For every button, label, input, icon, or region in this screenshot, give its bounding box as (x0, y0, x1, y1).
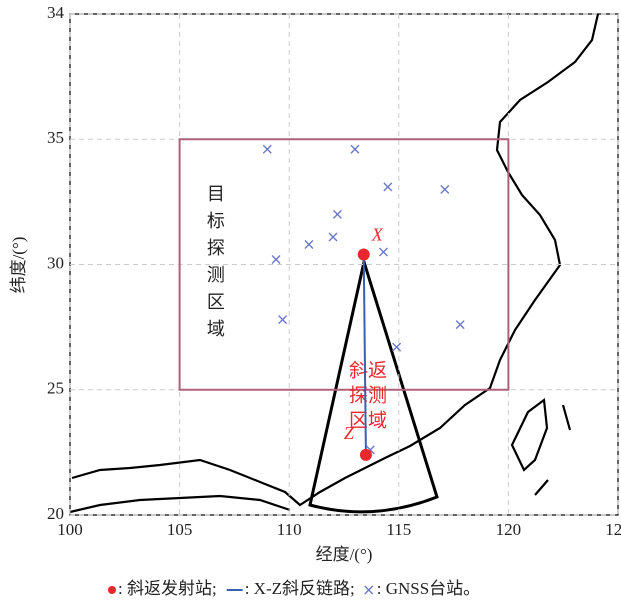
y-tick-label: 30 (47, 253, 64, 272)
gnss-station (392, 342, 402, 352)
sector-label: 斜返 (349, 359, 387, 381)
gnss-station (271, 254, 281, 264)
x-tick-label: 100 (57, 520, 83, 539)
y-tick-label: 34 (47, 3, 65, 22)
x-tick-label: 125 (605, 520, 621, 539)
station (359, 448, 372, 461)
gnss-station (350, 144, 360, 154)
gnss-station (328, 232, 338, 242)
target-region (178, 138, 510, 391)
x-axis-label: 经度/(°) (316, 545, 373, 564)
link-line (362, 254, 367, 455)
legend-label: : GNSS台站。 (377, 579, 480, 598)
station (357, 248, 370, 261)
x-tick-label: 120 (496, 520, 522, 539)
station-label: X (371, 225, 384, 245)
station-label: Z (344, 423, 355, 443)
legend-label: : 斜返发射站; (118, 579, 217, 598)
coastline (69, 13, 600, 514)
y-axis-label: 纬度/(°) (9, 237, 28, 294)
y-tick-label: 25 (47, 379, 64, 398)
gnss-station (262, 144, 272, 154)
target-region-label: 目标探测区域 (205, 184, 225, 346)
gnss-station (378, 247, 388, 257)
y-tick-label: 35 (47, 128, 64, 147)
x-tick-label: 105 (167, 520, 193, 539)
y-tick-label: 20 (47, 504, 64, 523)
gnss-station (304, 239, 314, 249)
gnss-station (332, 209, 342, 219)
gnss-station (383, 182, 393, 192)
x-tick-label: 110 (277, 520, 302, 539)
sector (308, 256, 439, 514)
gnss-station (455, 320, 465, 330)
legend-marker (108, 586, 116, 594)
gnss-station (278, 315, 288, 325)
sector-label: 区域 (349, 409, 387, 431)
sector-label: 探测 (349, 384, 387, 406)
x-tick-label: 115 (386, 520, 411, 539)
gnss-station (440, 184, 450, 194)
legend-label: : X-Z斜反链路; (245, 579, 355, 598)
legend-marker (364, 585, 374, 595)
